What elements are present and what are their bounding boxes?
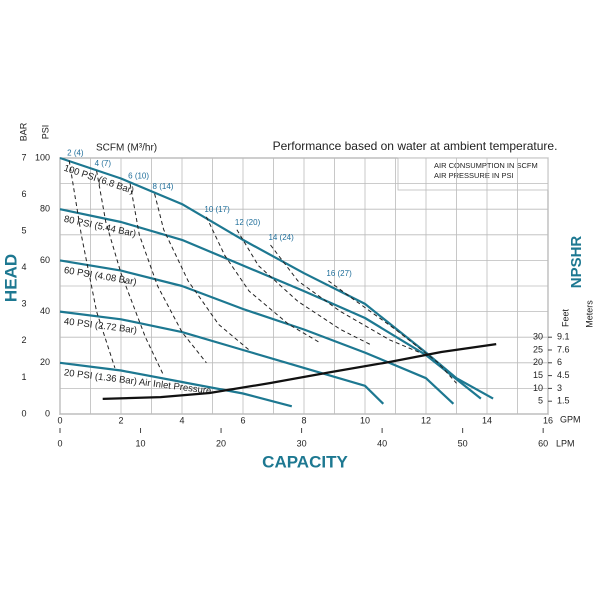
x-tick-label: 10	[360, 415, 370, 425]
bar-tick-label: 1	[21, 372, 26, 382]
y-tick-label: 100	[35, 152, 50, 162]
y-tick-label: 60	[40, 255, 50, 265]
x2-tick-label: 30	[297, 438, 307, 448]
x-tick-label: 14	[482, 415, 492, 425]
pressure-curve	[59, 310, 385, 405]
x-tick-label: 8	[301, 415, 306, 425]
meters-tick-label: 7.6	[557, 344, 570, 354]
scfm-curve	[129, 183, 207, 364]
x-tick-label: 12	[421, 415, 431, 425]
x-tick-label: 16	[543, 415, 553, 425]
x-tick-label: 4	[179, 415, 184, 425]
series-label: 20 PSI (1.36 Bar) Air Inlet Pressure	[63, 367, 212, 397]
pressure-curve	[59, 259, 455, 405]
x2-tick-label: 0	[57, 438, 62, 448]
y-tick-label: 40	[40, 306, 50, 316]
scfm-label: 6 (10)	[128, 172, 149, 181]
y2-tick-label: 30	[533, 332, 543, 342]
meters-tick-label: 3	[557, 383, 562, 393]
x2-tick-label: 40	[377, 438, 387, 448]
scfm-label: 10 (17)	[204, 205, 230, 214]
note: AIR PRESSURE IN PSI	[434, 171, 514, 180]
gpm-unit: GPM	[560, 414, 581, 424]
scfm-label: 14 (24)	[268, 233, 294, 242]
x2-tick-label: 20	[216, 438, 226, 448]
scfm-label: 2 (4)	[67, 149, 84, 158]
bar-tick-label: 3	[21, 299, 26, 309]
x-tick-label: 0	[57, 415, 62, 425]
x2-tick-label: 50	[458, 438, 468, 448]
scfm-curve	[96, 170, 165, 376]
scfm-label: 4 (7)	[95, 159, 112, 168]
meters-tick-label: 6	[557, 357, 562, 367]
meters-tick-label: 9.1	[557, 332, 570, 342]
bar-tick-label: 0	[21, 408, 26, 418]
scfm-label: 16 (27)	[326, 269, 352, 278]
meters-tick-label: 1.5	[557, 396, 570, 406]
scfm-label: 8 (14)	[153, 182, 174, 191]
feet-unit: Feet	[560, 308, 570, 327]
y-axis-title: HEAD	[1, 254, 20, 302]
x-axis-title: CAPACITY	[262, 452, 348, 471]
scfm-label: SCFM (M³/hr)	[96, 143, 157, 154]
scfm-curve	[270, 244, 421, 354]
pressure-curve	[59, 156, 494, 400]
x2-tick-label: 10	[136, 438, 146, 448]
scfm-curve	[68, 160, 116, 369]
bar-unit: BAR	[18, 122, 28, 141]
scfm-curve	[236, 229, 372, 346]
y2-tick-label: 5	[538, 396, 543, 406]
series-label: 60 PSI (4.08 Bar)	[63, 265, 137, 288]
y-tick-label: 0	[45, 408, 50, 418]
bar-tick-label: 6	[21, 189, 26, 199]
series-label: 40 PSI (2.72 Bar)	[63, 316, 137, 336]
meters-tick-label: 4.5	[557, 370, 570, 380]
npshr-curve	[102, 343, 497, 400]
y-tick-label: 80	[40, 204, 50, 214]
bar-tick-label: 5	[21, 226, 26, 236]
bar-tick-label: 4	[21, 262, 26, 272]
y2-tick-label: 15	[533, 370, 543, 380]
pressure-curve	[59, 208, 482, 400]
bar-tick-label: 2	[21, 335, 26, 345]
y2-tick-label: 25	[533, 344, 543, 354]
psi-unit: PSI	[40, 125, 50, 140]
x-tick-label: 6	[240, 415, 245, 425]
y2-tick-label: 10	[533, 383, 543, 393]
y2-axis-title: NPSHR	[568, 236, 585, 289]
scfm-curve	[154, 193, 250, 351]
bar-tick-label: 7	[21, 152, 26, 162]
lpm-unit: LPM	[556, 438, 575, 448]
pressure-curve	[59, 361, 293, 408]
y2-tick-label: 20	[533, 357, 543, 367]
scfm-label: 12 (20)	[235, 218, 261, 227]
x2-tick-label: 60	[538, 438, 548, 448]
chart-title: Performance based on water at ambient te…	[273, 139, 558, 153]
note: AIR CONSUMPTION IN SCFM	[434, 161, 538, 170]
x-tick-label: 2	[118, 415, 123, 425]
y-tick-label: 20	[40, 357, 50, 367]
scfm-curve	[205, 216, 320, 343]
meters-unit: Meters	[584, 300, 594, 328]
